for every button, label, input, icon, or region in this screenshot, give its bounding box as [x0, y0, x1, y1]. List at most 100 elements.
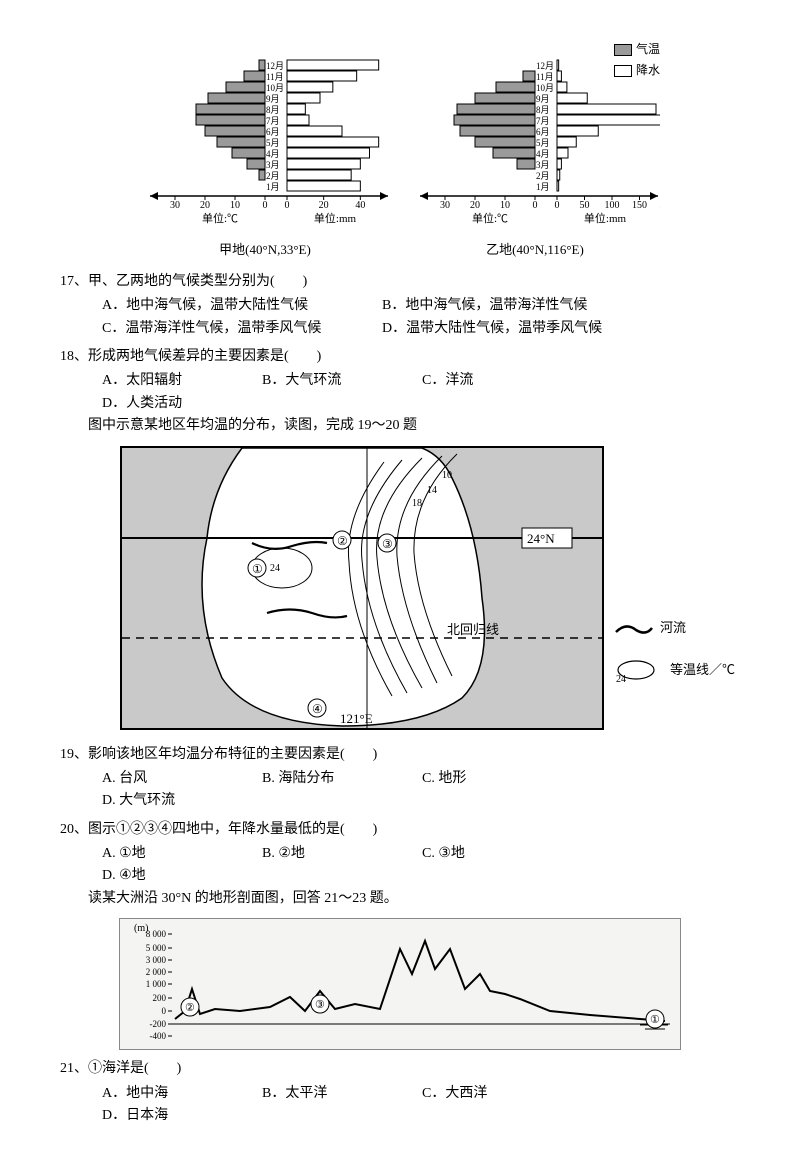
svg-text:2月: 2月 — [536, 171, 550, 181]
svg-text:50: 50 — [580, 200, 590, 211]
isotherm-map: 24°N 北回归线 121°E 10 14 18 24 ① ② ③ ④ — [120, 446, 604, 730]
q20-options: A. ①地 B. ②地 C. ③地 D. ④地 — [60, 843, 740, 888]
q18-opt-b: B．大气环流 — [262, 370, 402, 392]
svg-text:1月: 1月 — [266, 182, 280, 192]
q18-opt-d: D．人类活动 — [102, 393, 242, 415]
q17-opt-d: D．温带大陆性气候，温带季风气候 — [382, 318, 642, 340]
chart-left-caption: 甲地(40°N,33°E) — [140, 240, 390, 261]
svg-text:5月: 5月 — [266, 138, 280, 148]
map-legend-river: 河流 — [660, 618, 686, 639]
svg-text:100: 100 — [605, 200, 620, 211]
q18-opt-a: A．太阳辐射 — [102, 370, 242, 392]
svg-text:8月: 8月 — [536, 105, 550, 115]
svg-text:200: 200 — [153, 993, 167, 1003]
svg-text:单位:℃: 单位:℃ — [202, 211, 238, 225]
svg-text:北回归线: 北回归线 — [447, 622, 499, 637]
chart-right-caption: 乙地(40°N,116°E) — [410, 240, 660, 261]
svg-text:20: 20 — [319, 200, 329, 211]
svg-text:-200: -200 — [150, 1019, 167, 1029]
legend-precip-box — [614, 65, 632, 77]
svg-text:②: ② — [185, 1002, 195, 1014]
q17-options: A．地中海气候，温带大陆性气候 B．地中海气候，温带海洋性气候 C．温带海洋性气… — [60, 295, 740, 340]
svg-text:9月: 9月 — [266, 94, 280, 104]
map-legend: 河流 24 等温线／℃ — [614, 608, 735, 693]
svg-text:12月: 12月 — [536, 61, 554, 71]
q20-opt-d: D. ④地 — [102, 865, 242, 887]
q18-options: A．太阳辐射 B．大气环流 C．洋流 D．人类活动 — [60, 370, 740, 415]
q21-stem: 21、①海洋是( ) — [60, 1058, 740, 1080]
svg-text:24°N: 24°N — [527, 531, 555, 546]
svg-text:5 000: 5 000 — [146, 943, 167, 953]
q17-opt-c: C．温带海洋性气候，温带季风气候 — [102, 318, 362, 340]
svg-text:②: ② — [337, 534, 348, 548]
climate-chart-left: 12月11月10月9月8月7月6月5月4月3月2月1月3020100020406… — [140, 40, 390, 261]
map-legend-isotherm: 等温线／℃ — [670, 660, 735, 681]
legend-temp-label: 气温 — [636, 40, 660, 59]
svg-text:0: 0 — [162, 1006, 167, 1016]
svg-text:0: 0 — [533, 200, 538, 211]
svg-text:8月: 8月 — [266, 105, 280, 115]
svg-text:200: 200 — [660, 200, 661, 211]
svg-text:24: 24 — [616, 674, 626, 682]
chart-legend: 气温 降水 — [614, 40, 660, 82]
svg-text:18: 18 — [412, 498, 422, 509]
svg-text:6月: 6月 — [536, 127, 550, 137]
q21-opt-c: C．大西洋 — [422, 1083, 562, 1105]
svg-text:①: ① — [650, 1014, 660, 1026]
svg-text:24: 24 — [270, 563, 280, 574]
svg-text:4月: 4月 — [266, 149, 280, 159]
svg-text:6月: 6月 — [266, 127, 280, 137]
svg-text:10: 10 — [442, 470, 452, 481]
svg-text:1 000: 1 000 — [146, 979, 167, 989]
q19-options: A. 台风 B. 海陆分布 C. 地形 D. 大气环流 — [60, 768, 740, 813]
svg-text:3 000: 3 000 — [146, 955, 167, 965]
svg-text:单位:℃: 单位:℃ — [472, 211, 508, 225]
svg-text:1月: 1月 — [536, 182, 550, 192]
svg-text:4月: 4月 — [536, 149, 550, 159]
climate-charts-figure: 12月11月10月9月8月7月6月5月4月3月2月1月3020100020406… — [60, 40, 740, 261]
q19-stem: 19、影响该地区年均温分布特征的主要因素是( ) — [60, 744, 740, 766]
q20-opt-a: A. ①地 — [102, 843, 242, 865]
q21-options: A．地中海 B．太平洋 C．大西洋 D．日本海 — [60, 1083, 740, 1128]
svg-text:③: ③ — [315, 999, 325, 1011]
terrain-profile: 8 0005 0003 0002 0001 0002000-200-400 ① … — [119, 918, 681, 1050]
climate-chart-right: 气温 降水 12月11月10月9月8月7月6月5月4月3月2月1月3020100… — [410, 40, 660, 261]
q17-opt-b: B．地中海气候，温带海洋性气候 — [382, 295, 642, 317]
svg-text:-400: -400 — [150, 1031, 167, 1041]
svg-text:20: 20 — [200, 200, 210, 211]
terrain-profile-svg: 8 0005 0003 0002 0001 0002000-200-400 ① … — [120, 919, 680, 1049]
q19-opt-a: A. 台风 — [102, 768, 242, 790]
q17-opt-a: A．地中海气候，温带大陆性气候 — [102, 295, 362, 317]
legend-temp-box — [614, 44, 632, 56]
q20-opt-c: C. ③地 — [422, 843, 562, 865]
q19-opt-b: B. 海陆分布 — [262, 768, 402, 790]
q19-opt-c: C. 地形 — [422, 768, 562, 790]
svg-text:①: ① — [252, 562, 263, 576]
svg-text:0: 0 — [555, 200, 560, 211]
isotherm-map-svg: 24°N 北回归线 121°E 10 14 18 24 ① ② ③ ④ — [122, 448, 602, 728]
svg-text:12月: 12月 — [266, 61, 284, 71]
svg-text:(m): (m) — [134, 923, 148, 934]
svg-text:3月: 3月 — [266, 160, 280, 170]
q17-stem: 17、甲、乙两地的气候类型分别为( ) — [60, 271, 740, 293]
legend-precip-label: 降水 — [636, 61, 660, 80]
q21-opt-a: A．地中海 — [102, 1083, 242, 1105]
svg-text:10月: 10月 — [536, 83, 554, 93]
svg-text:121°E: 121°E — [340, 711, 373, 726]
intro-19-20: 图中示意某地区年均温的分布，读图，完成 19～20 题 — [60, 415, 740, 437]
svg-text:30: 30 — [170, 200, 180, 211]
svg-text:5月: 5月 — [536, 138, 550, 148]
q20-stem: 20、图示①②③④四地中，年降水量最低的是( ) — [60, 819, 740, 841]
svg-text:30: 30 — [440, 200, 450, 211]
q21-opt-d: D．日本海 — [102, 1105, 242, 1127]
svg-text:单位:mm: 单位:mm — [314, 211, 357, 225]
svg-text:20: 20 — [470, 200, 480, 211]
intro-21-23: 读某大洲沿 30°N 的地形剖面图，回答 21～23 题。 — [60, 888, 740, 910]
svg-text:14: 14 — [427, 485, 437, 496]
q18-stem: 18、形成两地气候差异的主要因素是( ) — [60, 346, 740, 368]
svg-text:7月: 7月 — [536, 116, 550, 126]
svg-text:10: 10 — [230, 200, 240, 211]
svg-text:10月: 10月 — [266, 83, 284, 93]
svg-text:8 000: 8 000 — [146, 929, 167, 939]
svg-text:40: 40 — [355, 200, 365, 211]
